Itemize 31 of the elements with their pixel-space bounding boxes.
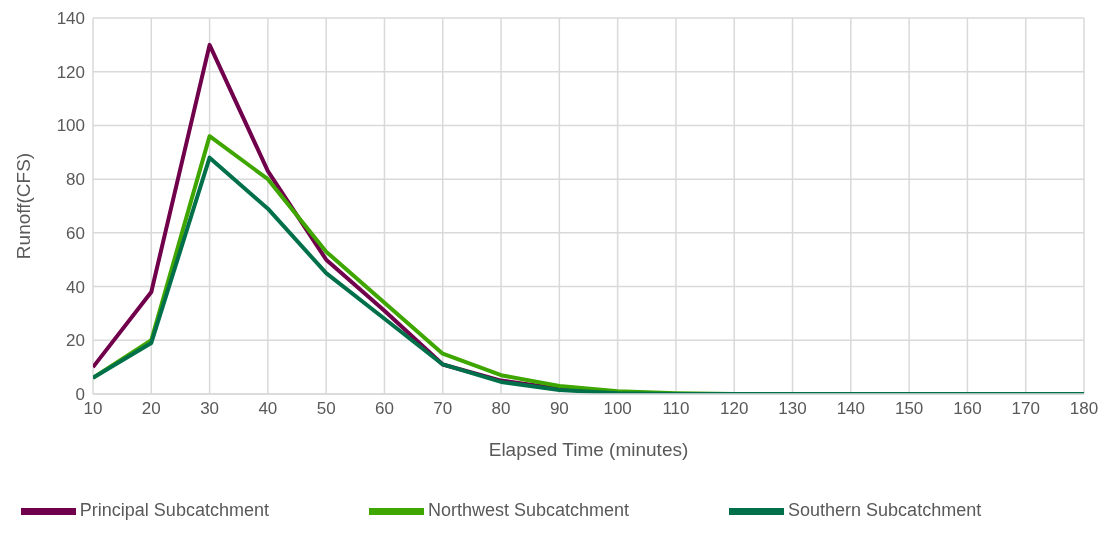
legend-label: Southern Subcatchment — [788, 500, 982, 521]
x-tick-label: 140 — [836, 399, 866, 419]
y-axis-title: Runoff(CFS) — [12, 152, 34, 260]
x-axis-title: Elapsed Time (minutes) — [488, 439, 689, 460]
x-tick-label: 150 — [894, 399, 924, 419]
x-tick-label: 60 — [375, 399, 394, 419]
x-tick-label: 80 — [491, 399, 511, 419]
x-tick-label: 90 — [549, 399, 569, 419]
y-tick-label: 120 — [56, 62, 85, 82]
x-tick-label: 180 — [1069, 399, 1099, 419]
x-tick-label: 110 — [662, 399, 690, 419]
y-tick-label: 100 — [56, 116, 85, 136]
y-tick-label: 0 — [75, 385, 85, 405]
x-tick-label: 160 — [953, 399, 982, 419]
y-tick-label: 140 — [56, 9, 85, 29]
x-tick-label: 130 — [778, 399, 807, 419]
y-tick-label: 40 — [66, 277, 85, 297]
x-tick-label: 50 — [316, 399, 336, 419]
x-tick-label: 10 — [83, 399, 103, 419]
y-tick-label: 20 — [66, 331, 85, 351]
x-tick-label: 20 — [141, 399, 161, 419]
legend-label: Northwest Subcatchment — [427, 500, 630, 521]
x-tick-label: 120 — [720, 399, 749, 419]
x-tick-label: 70 — [433, 399, 453, 419]
y-tick-label: 60 — [66, 223, 85, 243]
x-tick-label: 40 — [258, 399, 278, 419]
x-tick-label: 170 — [1011, 399, 1040, 419]
x-tick-label: 30 — [200, 399, 220, 419]
x-tick-label: 100 — [603, 399, 632, 419]
legend-label: Principal Subcatchment — [79, 500, 269, 521]
y-tick-label: 80 — [66, 170, 85, 190]
